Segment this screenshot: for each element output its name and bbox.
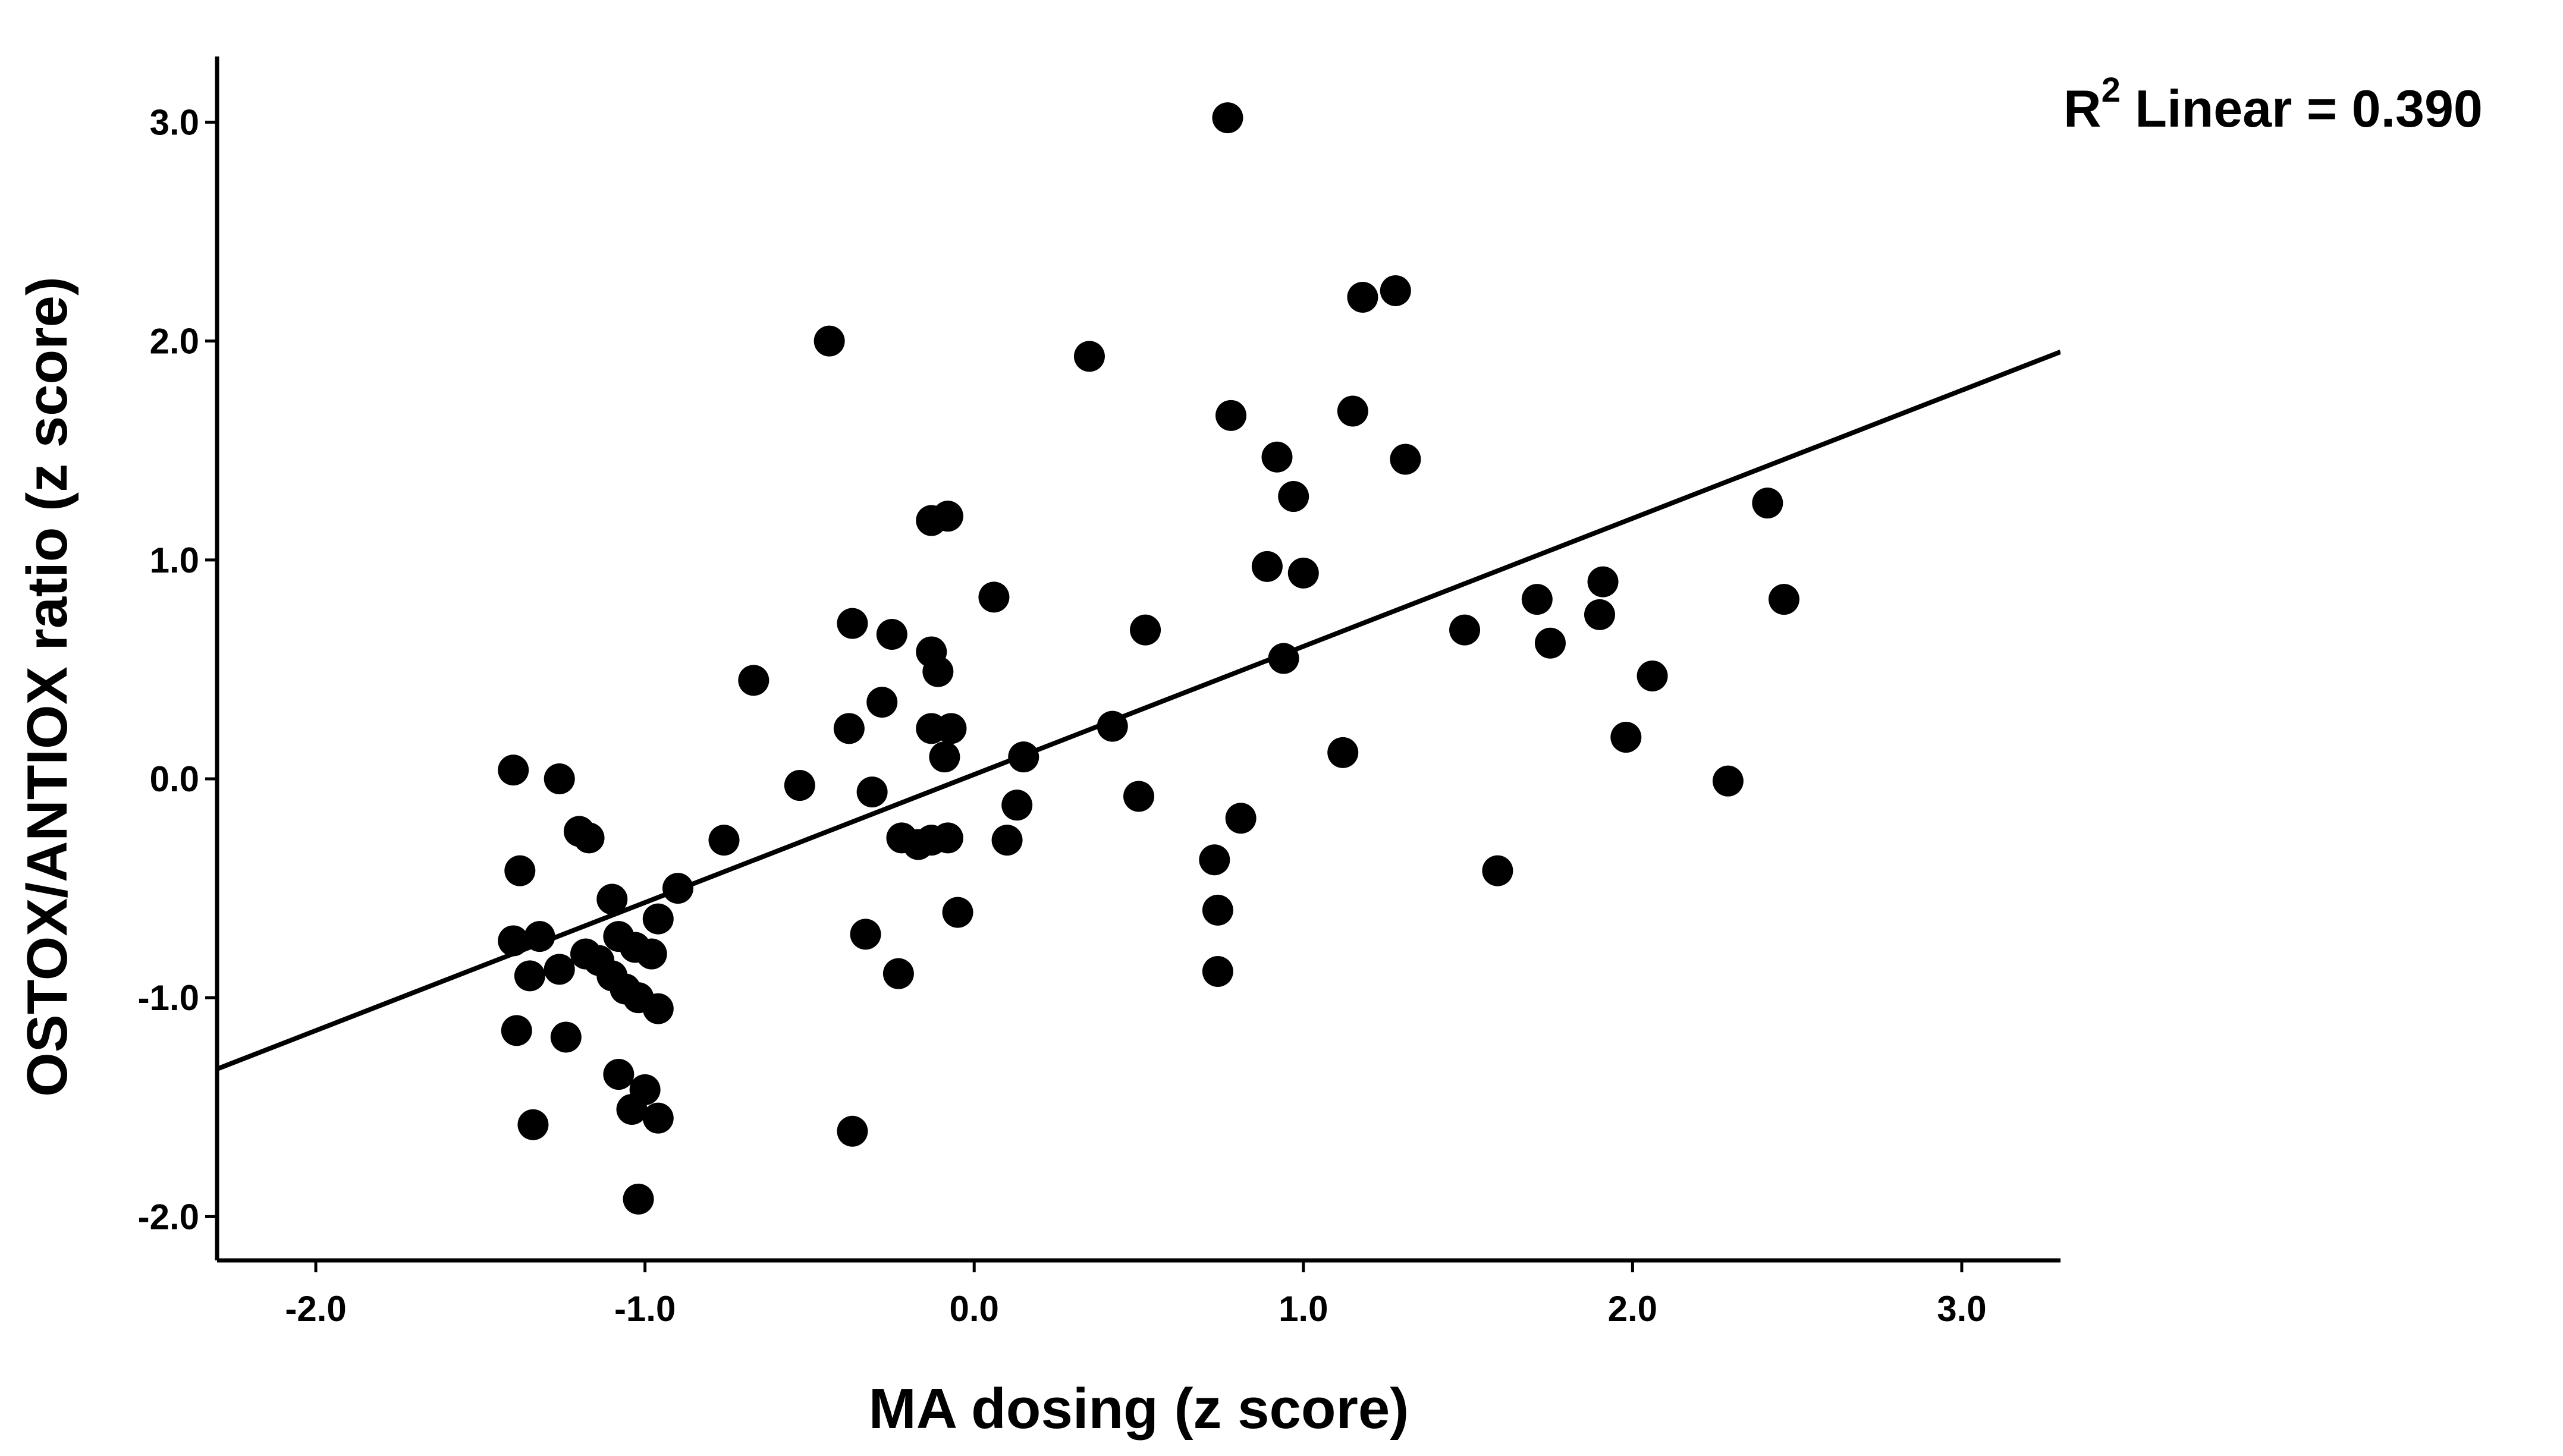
- r-superscript: 2: [2102, 71, 2121, 109]
- data-point: [1199, 844, 1230, 876]
- data-point: [1278, 481, 1309, 512]
- data-point: [850, 919, 881, 950]
- data-point: [573, 822, 605, 854]
- regression-line: [217, 350, 2061, 1071]
- data-point: [1752, 488, 1783, 519]
- data-point: [882, 958, 914, 989]
- data-point: [603, 1059, 635, 1090]
- data-point: [501, 1015, 532, 1046]
- data-point: [623, 1183, 654, 1215]
- data-point: [550, 1021, 582, 1053]
- data-point: [1769, 584, 1799, 615]
- data-point: [738, 665, 769, 696]
- points-group: [498, 102, 1799, 1215]
- data-point: [833, 713, 865, 744]
- data-point: [1202, 894, 1233, 926]
- data-point: [1212, 102, 1243, 134]
- r-letter: R: [2063, 79, 2102, 138]
- data-point: [1215, 400, 1246, 431]
- data-point: [1482, 855, 1513, 886]
- y-tick-label: 1.0: [150, 540, 199, 580]
- data-point: [876, 619, 907, 650]
- data-point: [932, 822, 963, 854]
- data-point: [1261, 441, 1293, 473]
- data-point: [1534, 627, 1566, 659]
- data-point: [517, 1109, 549, 1140]
- data-point: [642, 903, 674, 935]
- data-point: [813, 325, 845, 357]
- data-point: [504, 855, 536, 886]
- r-squared-value: Linear = 0.390: [2121, 79, 2483, 138]
- data-point: [498, 925, 529, 957]
- data-point: [784, 770, 815, 801]
- data-point: [524, 921, 555, 952]
- y-tick-label: -1.0: [138, 978, 199, 1018]
- data-point: [932, 501, 963, 532]
- data-point: [1449, 614, 1481, 646]
- data-point: [929, 741, 960, 773]
- data-point: [1337, 395, 1368, 427]
- data-point: [1347, 282, 1378, 313]
- data-point: [544, 954, 575, 985]
- fit-line-group: [217, 350, 2061, 1071]
- data-point: [498, 754, 529, 786]
- data-point: [1390, 444, 1421, 475]
- data-point: [922, 656, 954, 687]
- y-tick-label: 2.0: [150, 322, 199, 361]
- x-axis-title: MA dosing (z score): [869, 1377, 1409, 1441]
- data-point: [662, 873, 693, 904]
- data-point: [1637, 660, 1668, 691]
- data-point: [991, 825, 1023, 856]
- axis-ticks: -2.0 -1.0 0.0 1.0 2.0 3.0 -2.0 -1.0 0.0 1.0 2.0 3.0: [138, 102, 1987, 1329]
- data-point: [1610, 722, 1642, 753]
- data-point: [1712, 765, 1744, 797]
- data-point: [642, 993, 674, 1024]
- data-point: [1202, 956, 1233, 987]
- data-point: [837, 1115, 868, 1147]
- data-point: [1225, 803, 1257, 834]
- x-tick-label: -1.0: [614, 1289, 676, 1329]
- x-tick-label: -2.0: [285, 1289, 346, 1329]
- data-point: [636, 938, 667, 970]
- data-point: [942, 897, 973, 928]
- data-point: [544, 763, 575, 794]
- y-tick-label: 0.0: [150, 759, 199, 799]
- data-point: [1584, 599, 1615, 630]
- data-point: [1521, 584, 1553, 615]
- data-point: [1327, 737, 1359, 768]
- data-point: [629, 1074, 661, 1105]
- data-point: [708, 825, 740, 856]
- data-point: [1587, 566, 1619, 598]
- data-point: [1097, 710, 1128, 742]
- y-tick-label: -2.0: [138, 1197, 199, 1237]
- data-point: [596, 883, 628, 915]
- data-point: [1251, 551, 1283, 582]
- data-point: [837, 608, 868, 639]
- x-tick-label: 0.0: [950, 1289, 999, 1329]
- data-point: [642, 1102, 674, 1134]
- data-point: [1268, 643, 1299, 674]
- data-point: [1008, 741, 1039, 773]
- data-point: [1073, 341, 1105, 372]
- x-tick-label: 1.0: [1279, 1289, 1328, 1329]
- y-tick-label: 3.0: [150, 102, 199, 142]
- data-point: [1123, 781, 1154, 812]
- x-tick-label: 3.0: [1937, 1289, 1986, 1329]
- data-point: [1287, 557, 1319, 589]
- data-point: [866, 687, 898, 718]
- data-point: [1001, 790, 1033, 821]
- data-point: [978, 581, 1010, 613]
- data-point: [856, 776, 888, 808]
- data-point: [935, 713, 967, 744]
- data-point: [514, 960, 545, 992]
- x-tick-label: 2.0: [1608, 1289, 1657, 1329]
- r-squared-annotation: R2 Linear = 0.390: [2063, 71, 2483, 138]
- y-axis-title: OSTOX/ANTIOX ratio (z score): [15, 276, 79, 1097]
- data-point: [1130, 614, 1161, 646]
- data-point: [1380, 275, 1411, 306]
